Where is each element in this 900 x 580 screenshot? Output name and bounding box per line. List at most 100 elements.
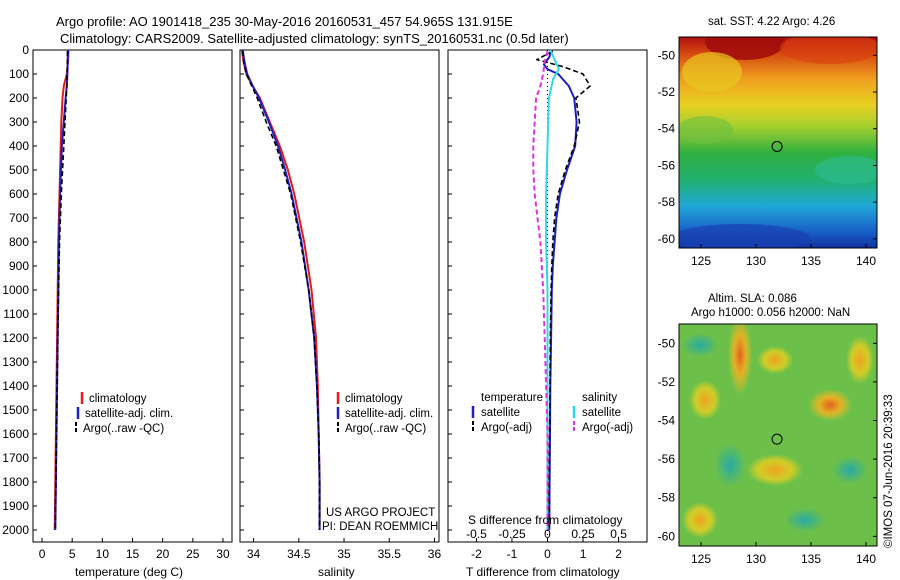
sla-blob-4 [689,380,721,420]
salinity-series [240,49,321,530]
depth-tick-label: 400 [9,139,29,153]
diff-series-temperature-argo-adj- [535,50,591,530]
s-diff-tick-label: -0.5 [466,527,487,541]
map-y-tick-label: -54 [658,122,676,136]
t-diff-tick-label: -2 [471,547,482,561]
map-x-tick-label: 125 [691,254,711,268]
map-x-tick-label: 140 [856,552,876,566]
x-tick-label: 5 [69,547,76,561]
depth-tick-label: 900 [9,259,29,273]
sla-map-axes: 125 130 135 140 -50 -52 -54 -56 -58 -60 [658,336,877,566]
sla-blob-5 [747,454,803,486]
sst-cyan-east [815,156,877,184]
map-x-tick-label: 135 [801,254,821,268]
sla-blob-9 [846,336,874,384]
depth-tick-label: 1800 [2,475,29,489]
sla-blob-3 [808,389,852,421]
map-x-tick-label: 130 [746,254,766,268]
depth-axis: 0 100 200 300 400 500 600 700 800 900 1000 1100 1200… [2,43,452,537]
project-line1: US ARGO PROJECT [326,507,435,519]
depth-tick-label: 0 [22,43,29,57]
map-y-tick-label: -58 [658,195,676,209]
map-y-tick-label: -60 [658,232,676,246]
depth-tick-label: 1600 [2,427,29,441]
difference-legend-temperature-title: temperature [481,392,543,404]
sla-blob-8 [832,456,868,484]
sla-argo-position-marker [771,433,783,445]
sla-map-title-line2: Argo h1000: 0.056 h2000: NaN [691,307,850,319]
sla-map-frame [678,323,878,547]
salinity-x-axis: 34 34.5 35 35.5 36 [247,538,442,561]
depth-tick-label: 500 [9,163,29,177]
x-tick-label: 35 [337,547,351,561]
sst-green-tongue [679,116,733,144]
sla-blob-11 [785,508,825,532]
salinity-legend: climatology satellite-adj. clim. Argo(..… [336,392,433,435]
depth-tick-label: 600 [9,187,29,201]
sst-warm-east [780,37,877,64]
project-line2: PI: DEAN ROEMMICH [322,521,438,533]
temperature-axis-label: temperature (deg C) [75,565,183,579]
sla-blob-2 [757,346,793,374]
depth-tick-label: 1200 [2,331,29,345]
sla-blob-10 [682,502,718,538]
depth-tick-label: 100 [9,67,29,81]
map-y-tick-label: -56 [658,452,676,466]
t-diff-tick-label: 1 [580,547,587,561]
salinity-legend-climatology: climatology [345,393,403,405]
difference-legend-salinity-title: salinity [582,392,617,404]
x-tick-label: 35.5 [378,547,402,561]
temperature-series [53,49,70,531]
temperature-legend-satellite: satellite-adj. clim. [85,408,173,420]
map-y-tick-label: -50 [658,48,676,62]
salinity-legend-satellite: satellite-adj. clim. [345,408,433,420]
diff-series-salinity-argo-adj- [532,50,549,530]
depth-tick-label: 1100 [3,307,29,321]
sla-blob-7 [714,443,746,487]
sla-map-title-line1: Altim. SLA: 0.086 [708,293,797,305]
sla-blob-6 [682,333,718,357]
sst-argo-position-marker [771,140,783,152]
map-y-tick-label: -56 [658,158,676,172]
map-y-tick-label: -58 [658,491,676,505]
sst-map-axes: 125 130 135 140 -50 -52 -54 -56 -58 -60 [658,48,877,268]
x-tick-label: 30 [216,547,230,561]
difference-legend-t-satellite: satellite [481,407,520,419]
depth-tick-label: 1900 [2,499,29,513]
x-tick-label: 36 [428,547,442,561]
x-tick-label: 15 [126,547,140,561]
sst-map-title: sat. SST: 4.22 Argo: 4.26 [708,16,835,28]
map-x-tick-label: 140 [856,254,876,268]
temperature-legend: climatology satellite-adj. clim. Argo(..… [75,392,173,435]
depth-tick-label: 300 [9,115,29,129]
map-x-tick-label: 125 [691,552,711,566]
depth-tick-label: 1700 [2,451,29,465]
s-diff-tick-label: 0.25 [571,527,595,541]
x-tick-label: 34.5 [287,547,311,561]
s-difference-axis-label: S difference from climatology [468,513,623,527]
map-y-tick-label: -52 [658,375,676,389]
x-tick-label: 0 [39,547,46,561]
map-y-tick-label: -60 [658,529,676,543]
salinity-panel-frame [239,49,440,543]
temperature-x-axis: 0 5 10 15 20 25 30 [39,538,230,561]
depth-tick-label: 800 [9,235,29,249]
x-tick-label: 34 [247,547,261,561]
s-diff-tick-label: -0.25 [498,527,526,541]
depth-tick-label: 1000 [2,283,29,297]
t-difference-axis-label: T difference from climatology [466,565,620,579]
salinity-axis-label: salinity [318,565,355,579]
t-diff-tick-label: 2 [615,547,622,561]
difference-legend-t-argo: Argo(-adj) [481,422,532,434]
x-tick-label: 10 [96,547,110,561]
map-x-tick-label: 135 [801,552,821,566]
sst-blue-south [679,224,810,248]
map-y-tick-label: -52 [658,85,676,99]
difference-series [532,49,591,531]
sst-map [679,37,877,248]
x-tick-label: 20 [156,547,170,561]
depth-tick-label: 200 [9,91,29,105]
imos-watermark: ©IMOS 07-Jun-2016 20:39:33 [883,394,895,548]
